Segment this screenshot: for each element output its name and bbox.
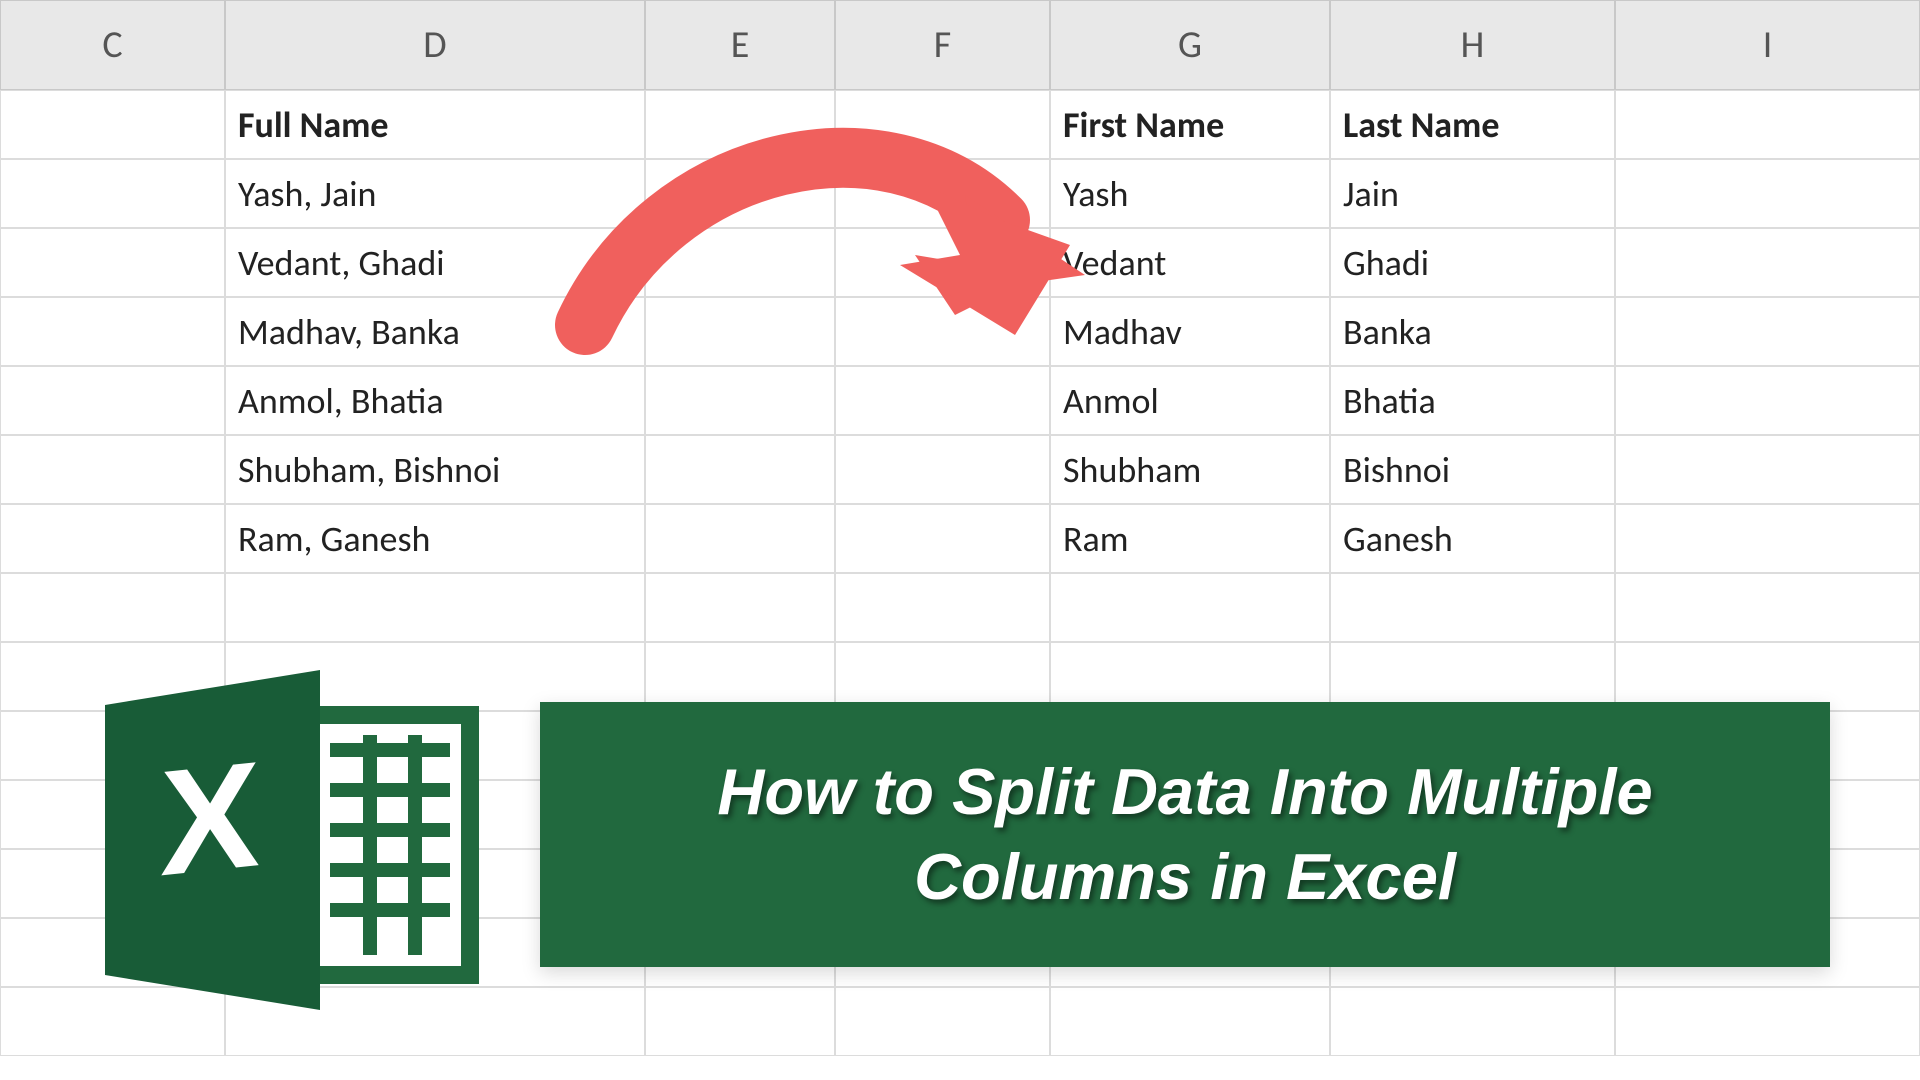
cell-empty[interactable] <box>835 642 1050 711</box>
cell-empty[interactable] <box>835 435 1050 504</box>
cell-empty[interactable] <box>835 573 1050 642</box>
cell-empty[interactable] <box>1615 90 1920 159</box>
cell-fullname[interactable]: Ram, Ganesh <box>225 504 645 573</box>
excel-icon: X <box>70 660 490 1020</box>
cell-lastname[interactable]: Jain <box>1330 159 1615 228</box>
cell-lastname[interactable]: Bhatia <box>1330 366 1615 435</box>
cell-empty[interactable] <box>1050 642 1330 711</box>
cell-firstname[interactable]: Madhav <box>1050 297 1330 366</box>
cell-empty[interactable] <box>835 366 1050 435</box>
cell-empty[interactable] <box>835 504 1050 573</box>
cell-empty[interactable] <box>1330 987 1615 1056</box>
cell-empty[interactable] <box>645 435 835 504</box>
cell-empty[interactable] <box>1050 987 1330 1056</box>
cell-empty[interactable] <box>645 297 835 366</box>
cell-empty[interactable] <box>1615 297 1920 366</box>
cell-firstname[interactable]: Anmol <box>1050 366 1330 435</box>
cell-lastname[interactable]: Ganesh <box>1330 504 1615 573</box>
cell-empty[interactable] <box>835 90 1050 159</box>
cell-firstname[interactable]: Shubham <box>1050 435 1330 504</box>
table-row <box>0 573 1920 642</box>
svg-text:X: X <box>160 729 260 907</box>
cell-empty[interactable] <box>645 504 835 573</box>
cell-empty[interactable] <box>645 987 835 1056</box>
table-row: Full Name First Name Last Name <box>0 90 1920 159</box>
table-row: Madhav, Banka Madhav Banka <box>0 297 1920 366</box>
cell-empty[interactable] <box>835 228 1050 297</box>
cell-empty[interactable] <box>1615 366 1920 435</box>
table-row: Shubham, Bishnoi Shubham Bishnoi <box>0 435 1920 504</box>
cell-empty[interactable] <box>1615 435 1920 504</box>
cell-empty[interactable] <box>645 573 835 642</box>
cell-fullname[interactable]: Yash, Jain <box>225 159 645 228</box>
cell-empty[interactable] <box>645 90 835 159</box>
cell-empty[interactable] <box>645 228 835 297</box>
cell-empty[interactable] <box>0 573 225 642</box>
col-header-d[interactable]: D <box>225 0 645 90</box>
cell-empty[interactable] <box>645 159 835 228</box>
cell-empty[interactable] <box>835 987 1050 1056</box>
cell-header-fullname[interactable]: Full Name <box>225 90 645 159</box>
cell-fullname[interactable]: Shubham, Bishnoi <box>225 435 645 504</box>
cell-lastname[interactable]: Bishnoi <box>1330 435 1615 504</box>
cell-firstname[interactable]: Ram <box>1050 504 1330 573</box>
cell-fullname[interactable]: Madhav, Banka <box>225 297 645 366</box>
col-header-f[interactable]: F <box>835 0 1050 90</box>
table-row: Yash, Jain Yash Jain <box>0 159 1920 228</box>
cell-empty[interactable] <box>1330 642 1615 711</box>
cell-empty[interactable] <box>835 159 1050 228</box>
cell-empty[interactable] <box>645 366 835 435</box>
title-banner: How to Split Data Into Multiple Columns … <box>540 702 1830 967</box>
cell-fullname[interactable]: Vedant, Ghadi <box>225 228 645 297</box>
cell-empty[interactable] <box>0 90 225 159</box>
col-header-g[interactable]: G <box>1050 0 1330 90</box>
cell-empty[interactable] <box>0 228 225 297</box>
cell-empty[interactable] <box>0 297 225 366</box>
column-header-row: C D E F G H I <box>0 0 1920 90</box>
cell-empty[interactable] <box>1050 573 1330 642</box>
cell-empty[interactable] <box>1615 573 1920 642</box>
cell-lastname[interactable]: Banka <box>1330 297 1615 366</box>
table-row: Anmol, Bhatia Anmol Bhatia <box>0 366 1920 435</box>
cell-empty[interactable] <box>1615 228 1920 297</box>
cell-empty[interactable] <box>1615 987 1920 1056</box>
col-header-e[interactable]: E <box>645 0 835 90</box>
cell-empty[interactable] <box>1330 573 1615 642</box>
cell-empty[interactable] <box>0 366 225 435</box>
col-header-h[interactable]: H <box>1330 0 1615 90</box>
cell-empty[interactable] <box>835 297 1050 366</box>
cell-firstname[interactable]: Yash <box>1050 159 1330 228</box>
cell-empty[interactable] <box>645 642 835 711</box>
col-header-c[interactable]: C <box>0 0 225 90</box>
cell-header-lastname[interactable]: Last Name <box>1330 90 1615 159</box>
cell-firstname[interactable]: Vedant <box>1050 228 1330 297</box>
table-row: Ram, Ganesh Ram Ganesh <box>0 504 1920 573</box>
cell-empty[interactable] <box>0 435 225 504</box>
col-header-i[interactable]: I <box>1615 0 1920 90</box>
table-row: Vedant, Ghadi Vedant Ghadi <box>0 228 1920 297</box>
cell-empty[interactable] <box>1615 642 1920 711</box>
banner-title-text: How to Split Data Into Multiple Columns … <box>576 750 1794 919</box>
cell-header-firstname[interactable]: First Name <box>1050 90 1330 159</box>
cell-fullname[interactable]: Anmol, Bhatia <box>225 366 645 435</box>
cell-empty[interactable] <box>0 504 225 573</box>
cell-empty[interactable] <box>1615 159 1920 228</box>
cell-empty[interactable] <box>225 573 645 642</box>
cell-empty[interactable] <box>1615 504 1920 573</box>
cell-empty[interactable] <box>0 159 225 228</box>
cell-lastname[interactable]: Ghadi <box>1330 228 1615 297</box>
